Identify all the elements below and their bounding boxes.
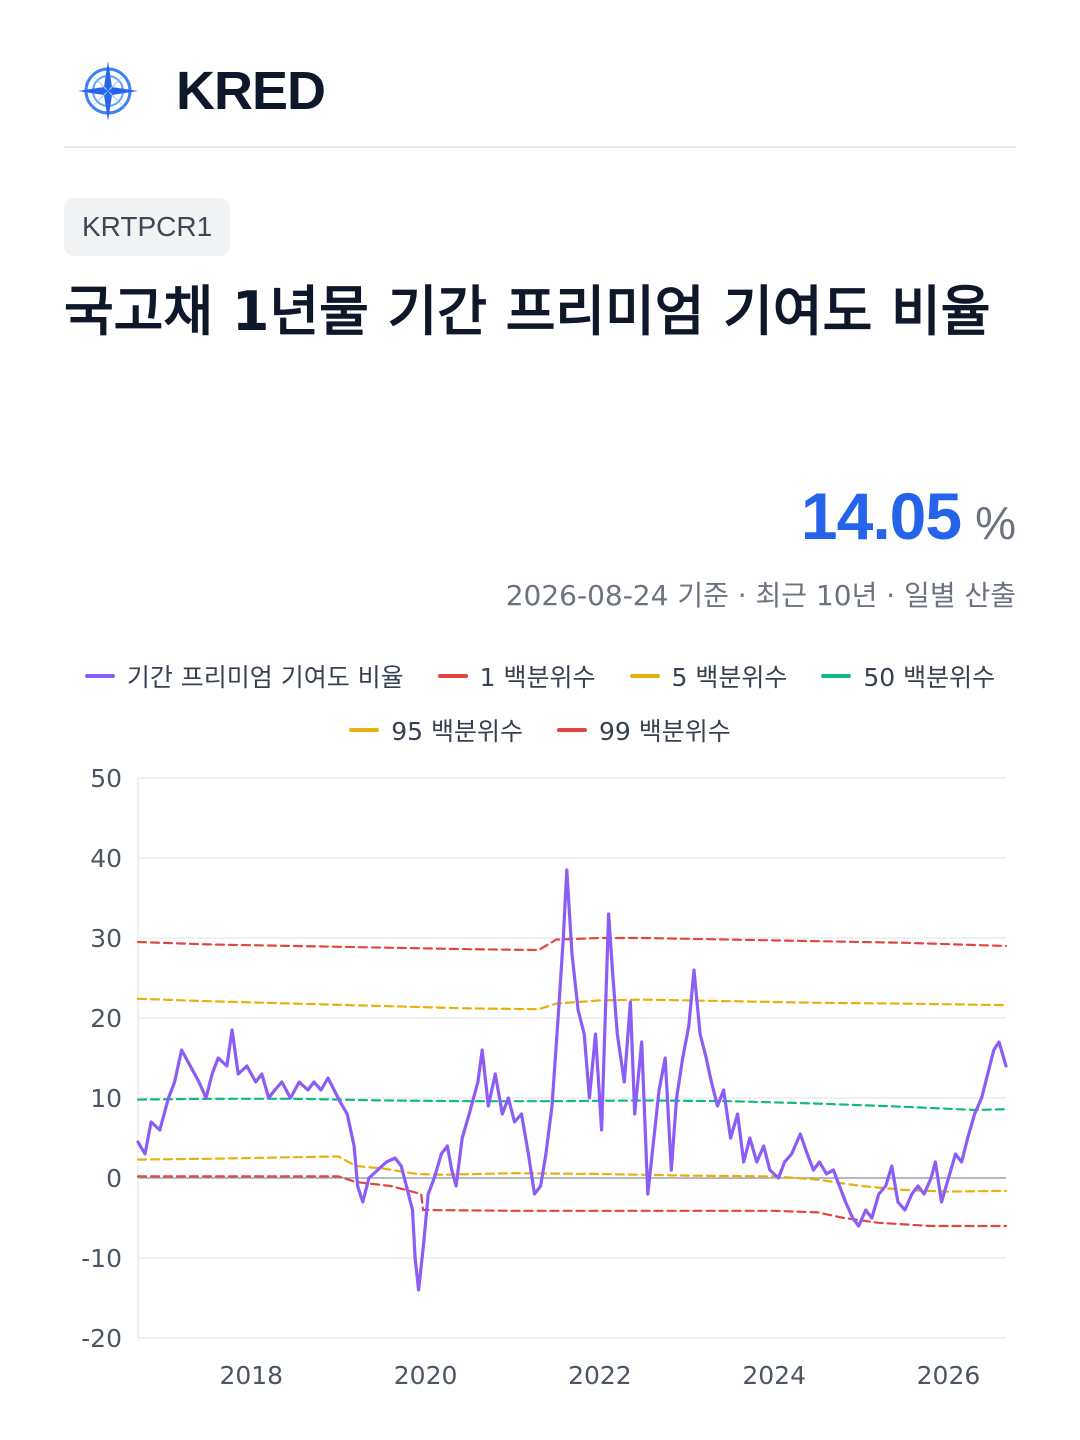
compass-rose-icon[interactable] xyxy=(76,59,140,123)
legend-item[interactable]: 95 백분위수 xyxy=(349,712,523,748)
legend-label: 기간 프리미엄 기여도 비율 xyxy=(126,663,404,692)
x-tick-label: 2024 xyxy=(742,1361,806,1390)
y-tick-label: 30 xyxy=(90,924,122,953)
legend-swatch xyxy=(349,728,380,732)
series-code-badge: KRTPCR1 xyxy=(64,198,231,256)
legend-item[interactable]: 기간 프리미엄 기여도 비율 xyxy=(84,658,404,694)
line-chart: 50 40 30 20 10 0 -10 -20 2018 2020 2022 2024 2026 xyxy=(81,764,1008,1390)
legend-swatch xyxy=(557,728,587,732)
legend-swatch xyxy=(84,674,115,678)
chart-legend: 기간 프리미엄 기여도 비율 1 백분위수 5 백분위수 50 백분위수 95 백분위수… xyxy=(40,658,1040,748)
legend-swatch xyxy=(437,674,468,678)
legend-item[interactable]: 99 백분위수 xyxy=(557,712,731,748)
series-line-5 xyxy=(136,936,1008,952)
y-tick-label: -10 xyxy=(81,1244,122,1273)
y-tick-label: 10 xyxy=(90,1084,122,1113)
series-line-3 xyxy=(136,1097,1008,1112)
legend-item[interactable]: 50 백분위수 xyxy=(821,658,995,694)
legend-item[interactable]: 1 백분위수 xyxy=(437,658,596,694)
page-title: 국고채 1년물 기간 프리미엄 기여도 비율 xyxy=(64,280,991,343)
legend-swatch xyxy=(821,674,852,678)
legend-label: 99 백분위수 xyxy=(599,717,731,746)
latest-value: 14.05 % xyxy=(801,478,1016,554)
legend-item[interactable]: 5 백분위수 xyxy=(629,658,788,694)
x-tick-label: 2026 xyxy=(917,1361,981,1390)
x-tick-label: 2022 xyxy=(568,1361,632,1390)
x-tick-label: 2018 xyxy=(219,1361,283,1390)
y-tick-label: 40 xyxy=(90,844,122,873)
latest-value-number: 14.05 xyxy=(800,479,962,553)
series-line-4 xyxy=(136,997,1008,1011)
legend-label: 50 백분위수 xyxy=(863,663,996,692)
legend-label: 5 백분위수 xyxy=(671,663,788,692)
y-tick-label: 0 xyxy=(106,1164,122,1193)
legend-label: 95 백분위수 xyxy=(391,717,523,746)
value-caption: 2026-08-24 기준 · 최근 10년 · 일별 산출 xyxy=(505,579,1016,612)
latest-value-unit: % xyxy=(975,497,1016,549)
brand-name[interactable]: KRED xyxy=(176,61,326,121)
series-line-1 xyxy=(136,1175,1008,1228)
legend-label: 1 백분위수 xyxy=(479,663,596,692)
legend-swatch xyxy=(629,674,660,678)
x-tick-label: 2020 xyxy=(394,1361,458,1390)
y-tick-label: -20 xyxy=(81,1324,122,1353)
series-line-0 xyxy=(136,868,1008,1292)
app-header: KRED xyxy=(64,36,1016,148)
series-line-2 xyxy=(136,1155,1008,1193)
y-tick-label: 20 xyxy=(90,1004,122,1033)
y-tick-label: 50 xyxy=(90,764,122,793)
